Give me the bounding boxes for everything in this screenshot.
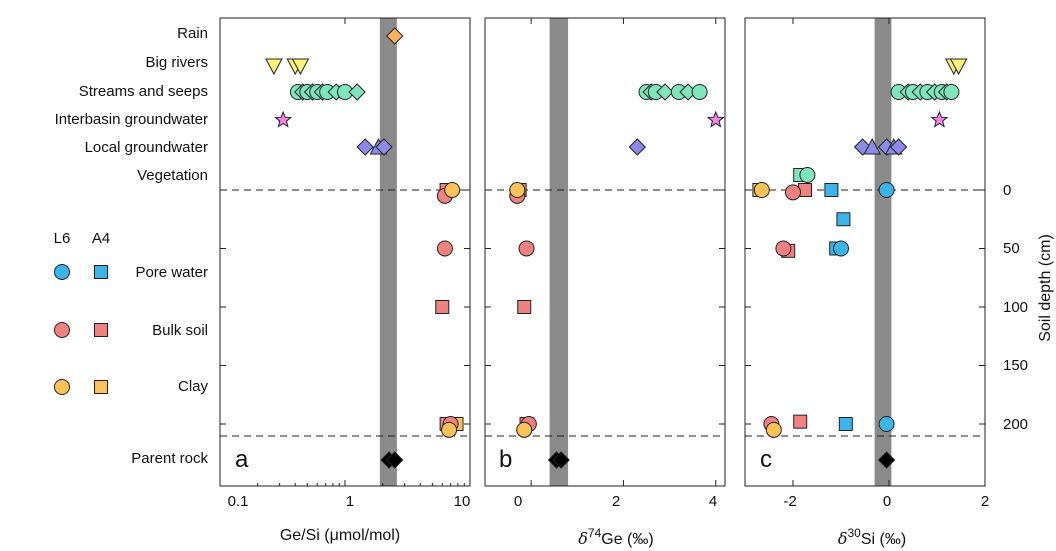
x-axis-label-b-sup: 74 [588, 526, 602, 540]
x-axis-label-a: Ge/Si (μmol/mol) [280, 527, 400, 544]
panel-frame-c [744, 17, 986, 487]
bulk-a4-point-a-1 [435, 300, 450, 314]
x-axis-label-c-delta: δ [838, 529, 848, 548]
depth-tick-label-150: 150 [1003, 357, 1028, 374]
x-tick-label-a-2: 10 [454, 493, 471, 510]
panel-frame-b [484, 17, 726, 487]
legend-header-a4: A4 [92, 230, 110, 247]
local-gw-point-a-2 [375, 138, 393, 156]
stream-point-c-8 [943, 84, 960, 100]
x-axis-labels: Ge/Si (μmol/mol) δ74Ge (‰) δ30Si (‰) [280, 526, 906, 548]
row-label-big-rivers: Big rivers [145, 54, 208, 71]
pore-l6-point-c-2 [878, 416, 895, 432]
x-tick-label-a-0: 0.1 [228, 493, 249, 510]
pore-a4-point-c-1 [836, 212, 851, 227]
bulk-l6-point-c-0 [785, 184, 801, 201]
x-axis-label-b-rest: Ge (‰) [601, 531, 653, 548]
panel-letter-b: b [499, 446, 512, 473]
bulk-l6-point-a-1 [436, 240, 453, 257]
row-label-streams: Streams and seeps [79, 83, 208, 100]
reference-band-a [379, 18, 397, 486]
pore-l6-point-c-0 [878, 182, 895, 198]
panel-letters: a b c [235, 446, 772, 473]
row-label-vegetation: Vegetation [137, 167, 208, 184]
x-axis-label-c: δ30Si (‰) [838, 526, 906, 548]
row-label-rain: Rain [177, 25, 208, 42]
x-tick-label-b-2: 4 [709, 493, 717, 510]
depth-tick-label-50: 50 [1003, 240, 1020, 257]
panel-letter-c: c [760, 446, 772, 473]
clay-l6-point-a-1 [441, 421, 458, 438]
depth-tick-label-0: 0 [1003, 182, 1011, 199]
clay-l6-point-b-1 [516, 421, 533, 438]
depth-tick-label-200: 200 [1003, 416, 1028, 433]
parent-rock-point-b-1 [552, 451, 570, 469]
depth-tick-labels: 0 50 100 150 200 [1003, 182, 1028, 433]
pore-a4-point-c-3 [838, 417, 853, 431]
interbasin-point-c-0 [930, 110, 949, 128]
legend-l6-marker-1 [54, 322, 70, 338]
x-tick-label-c-2: 2 [981, 493, 989, 510]
depth-axis-label: Soil depth (cm) [1037, 234, 1054, 342]
legend-a4-marker-2 [94, 380, 108, 394]
vegetation-point-c-1 [799, 167, 816, 183]
x-tick-label-a-1: 1 [346, 493, 354, 510]
pore-a4-point-c-0 [824, 183, 839, 197]
parent-rock-point-a-1 [386, 451, 404, 469]
stream-point-b-3 [656, 83, 674, 101]
row-label-parent-rock: Parent rock [131, 450, 208, 467]
big-river-point-a-0 [265, 58, 283, 76]
stream-point-b-6 [691, 84, 708, 100]
x-tick-label-c-1: 0 [883, 493, 891, 510]
legend-l6-marker-0 [54, 264, 70, 280]
legend-label-pore-water: Pore water [135, 264, 208, 281]
clay-l6-point-c-1 [765, 421, 782, 438]
big-river-point-a-2 [291, 58, 310, 76]
legend-a4-marker-0 [94, 265, 108, 279]
bulk-a4-point-c-2 [793, 414, 808, 429]
legend-header-l6: L6 [54, 230, 71, 247]
local-gw-point-c-1 [863, 137, 882, 155]
legend-label-clay: Clay [178, 378, 209, 395]
x-tick-label-b-0: 0 [514, 493, 522, 510]
panel-letter-a: a [235, 446, 249, 473]
bulk-l6-point-b-1 [518, 240, 535, 257]
clay-l6-point-c-0 [753, 182, 770, 198]
interbasin-point-b-0 [706, 110, 725, 128]
bulk-a4-point-b-1 [517, 300, 532, 314]
legend-a4-marker-1 [94, 323, 108, 337]
parent-rock-point-c-0 [877, 451, 896, 469]
legend-l6-marker-2 [54, 379, 70, 395]
x-axis-label-b: δ74Ge (‰) [578, 526, 653, 548]
local-gw-point-a-0 [356, 138, 374, 156]
big-river-point-c-1 [949, 58, 968, 76]
rain-point-a-0 [386, 27, 404, 45]
row-label-interbasin: Interbasin groundwater [55, 111, 208, 128]
x-axis-label-c-rest: Si (‰) [861, 531, 906, 548]
x-tick-label-c-0: -2 [783, 493, 796, 510]
local-gw-point-c-4 [889, 138, 908, 156]
clay-l6-point-b-0 [509, 182, 526, 198]
local-gw-point-b-0 [628, 138, 647, 156]
x-axis-label-c-sup: 30 [847, 526, 861, 540]
chart-marks [54, 17, 986, 487]
stream-point-a-9 [348, 83, 366, 101]
row-label-local-gw: Local groundwater [85, 139, 208, 156]
row-labels: Rain Big rivers Streams and seeps Interb… [55, 25, 209, 467]
x-tick-labels: 0.1 1 10 0 2 4 -2 0 2 [228, 493, 990, 510]
interbasin-point-a-0 [274, 110, 293, 128]
legend: L6 A4 Pore water Bulk soil Clay [54, 230, 209, 395]
x-tick-label-b-1: 2 [612, 493, 620, 510]
bulk-l6-point-c-1 [775, 240, 792, 257]
depth-tick-label-100: 100 [1003, 299, 1028, 316]
reference-band-c [874, 18, 892, 486]
pore-l6-point-c-1 [833, 240, 849, 257]
reference-band-b [549, 18, 569, 486]
clay-l6-point-a-0 [444, 182, 461, 198]
x-axis-label-b-delta: δ [578, 529, 588, 548]
legend-label-bulk-soil: Bulk soil [152, 322, 208, 339]
